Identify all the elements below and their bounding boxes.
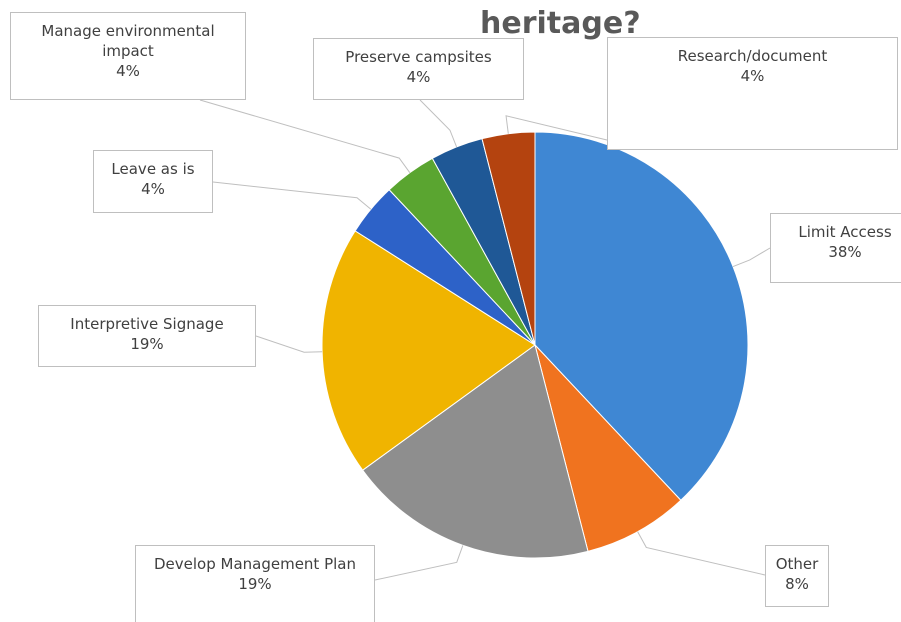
label-name: Develop Management Plan — [153, 555, 356, 573]
data-label: Develop Management Plan 19% — [135, 545, 375, 622]
label-name: Limit Access — [798, 223, 892, 241]
label-value: 8% — [785, 575, 809, 593]
leader-line — [212, 181, 372, 210]
label-value: 4% — [406, 68, 431, 86]
data-label: Research/document 4% — [607, 37, 898, 150]
label-value: 38% — [828, 243, 862, 261]
leader-line — [255, 335, 323, 353]
pie-slice — [321, 230, 536, 471]
label-value: 4% — [740, 67, 765, 85]
chart-title: heritage? — [480, 6, 641, 41]
leader-line — [199, 99, 411, 173]
leader-line — [419, 99, 458, 148]
label-value: 4% — [116, 62, 140, 80]
data-label: Other 8% — [765, 545, 829, 607]
data-label: Limit Access 38% — [770, 213, 901, 283]
leader-line — [505, 115, 608, 141]
label-value: 4% — [141, 180, 165, 198]
label-name: Other — [775, 555, 819, 573]
pie-slice — [534, 344, 682, 552]
leader-line — [637, 531, 766, 576]
label-name: Research/document — [677, 47, 828, 65]
label-name: Interpretive Signage — [70, 315, 224, 333]
leader-line — [732, 247, 771, 268]
label-name: Preserve campsites — [345, 48, 492, 66]
data-label: Leave as is 4% — [93, 150, 213, 213]
pie-slice — [361, 344, 589, 559]
data-label: Preserve campsites 4% — [313, 38, 524, 100]
data-label: Manage environmental impact 4% — [10, 12, 246, 100]
data-label: Interpretive Signage 19% — [38, 305, 256, 367]
leader-line — [374, 545, 464, 581]
pie-slice — [481, 131, 536, 346]
label-value: 19% — [130, 335, 164, 353]
label-value: 19% — [238, 575, 272, 593]
label-name: Leave as is — [111, 160, 195, 178]
label-name: Manage environmental impact — [41, 22, 215, 60]
